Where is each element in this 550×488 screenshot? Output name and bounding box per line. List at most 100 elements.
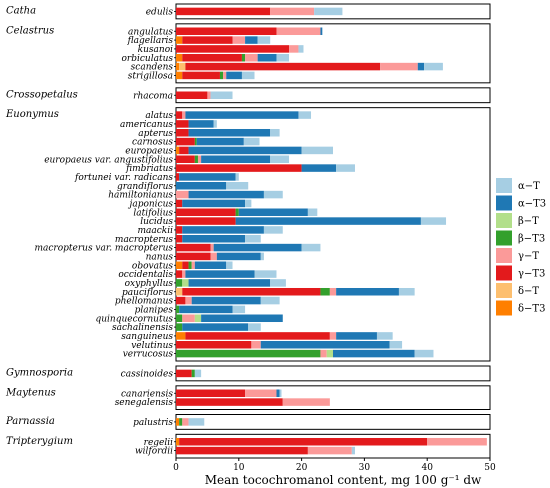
bar-phellomanus-segment [176,296,186,305]
bar-planipes-segment [179,305,233,314]
bar-angulatus-segment [176,27,277,36]
bar-wilfordii-segment [307,446,352,455]
bar-occidentalis-segment [182,270,186,278]
legend-entry: γ−T [518,251,539,262]
genus-label: Celastrus [6,25,54,36]
species-label: alatus [145,111,173,121]
bar-palustris-segment [188,418,205,426]
bar-scandens-segment [424,62,443,71]
bar-nanus-segment [216,252,261,261]
bar-europaeus-segment [176,146,180,155]
bar-regelii-segment [176,437,180,446]
bar-carnosus-segment [194,137,197,146]
bar-pauciflorus-segment [176,287,183,296]
species-label: wilfordii [135,447,173,457]
bar-edulis-segment [270,7,315,16]
species-label: regelii [144,438,173,448]
bar-oxyphyllus-segment [182,279,189,287]
x-tick-label: 10 [233,463,245,473]
bar-kusanoi-segment [176,45,290,53]
bar-fimbriatus-segment [301,164,337,172]
bar-occidentalis-segment [254,270,277,278]
species-label: orbiculatus [122,54,174,64]
bar-occidentalis-segment [185,270,255,278]
bar-nanus-segment [260,252,264,261]
bar-phellomanus-segment [260,296,280,305]
bar-verrucosus-segment [320,349,327,358]
bar-palustris-segment [182,418,189,426]
species-label: scandens [131,63,174,73]
bar-wilfordii-segment [176,446,308,455]
bar-flagellaris-segment [182,36,233,44]
bar-phellomanus-segment [191,296,261,305]
bar-europaeus-var-angustifolius-segment [194,155,198,164]
bar-scandens-segment [179,62,186,71]
bar-flagellaris-segment [245,36,258,44]
species-label: europaeus var. angustifolius [44,155,173,165]
bar-carnosus-segment [196,137,244,146]
genus-label: Maytenus [5,387,56,398]
bar-americanus-segment [188,120,214,128]
bar-latifolius-segment [238,208,308,217]
bar-sachalinensis-segment [176,323,183,331]
bar-flagellaris-segment [176,36,183,44]
bar-oxyphyllus-segment [188,279,271,287]
legend-swatch [496,300,512,316]
bar-canariensis-segment [279,389,282,398]
bar-lucidus-segment [176,217,236,225]
bar-quinquecornutus-segment [201,314,283,323]
bar-rhacoma-segment [207,91,211,100]
panel-parnassia: Parnassia palustris [5,414,491,430]
bar-sanguineus-segment [185,332,330,340]
bar-canariensis-segment [245,389,277,398]
bar-sachalinensis-segment [248,323,261,331]
bar-americanus-segment [213,120,217,128]
species-label: canariensis [121,389,173,399]
species-label: latifolius [133,208,173,218]
bar-verrucosus-segment [326,349,333,358]
bar-pauciflorus-segment [398,287,415,296]
legend-swatch [496,213,512,228]
panel-frame-tripterygium [175,433,491,459]
bar-japonicus-segment [245,199,252,208]
bar-europaeus-var-angustifolius-segment [270,155,290,164]
bar-hamiltonianus-segment [263,190,283,199]
x-axis: 0 10 20 30 40 50 [173,457,496,473]
species-label: lucidus [140,217,173,227]
bar-strigillosa-segment [223,71,227,80]
species-label: flagellaris [127,36,174,46]
bar-macropterus-var-macropterus-segment [213,243,302,252]
bar-scandens-segment [417,62,425,71]
legend-entry: δ−T3 [518,304,545,315]
bar-oxyphyllus-segment [176,279,183,287]
bar-pauciflorus-segment [320,287,330,296]
genus-label: Tripterygium [6,436,73,447]
bar-europaeus-var-angustifolius-segment [176,155,195,164]
bar-orbiculatus-segment [176,53,183,62]
bar-palustris-segment [176,418,180,426]
species-label: hamiltonianus [108,191,173,201]
bar-lucidus-segment [235,217,421,225]
panel-celastrus: Celastrus angulatusflagellariskusanoiorbi… [6,23,491,84]
bar-planipes-segment [232,305,246,314]
panel-frame-gymnosporia [175,365,491,382]
bar-edulis-segment [314,7,343,16]
legend-entry: δ−T [518,286,539,297]
bar-strigillosa-segment [226,71,242,80]
bar-wilfordii-segment [351,446,355,455]
legend-entry: α−T [518,181,540,192]
species-label: rhacoma [133,91,173,101]
bar-scandens-segment [380,62,418,71]
bar-quinquecornutus-segment [176,314,183,323]
legend-swatch [496,230,512,246]
bar-edulis-segment [176,7,271,16]
bar-orbiculatus-segment [257,53,277,62]
bar-obovatus-segment [176,261,183,270]
species-label: pauciflorus [122,288,173,298]
genus-label: Gymnosporia [6,368,73,379]
bar-pauciflorus-segment [182,287,321,296]
legend-swatch [496,178,512,193]
bar-europaeus-var-angustifolius-segment [201,155,271,164]
bar-apterus-segment [270,128,280,137]
